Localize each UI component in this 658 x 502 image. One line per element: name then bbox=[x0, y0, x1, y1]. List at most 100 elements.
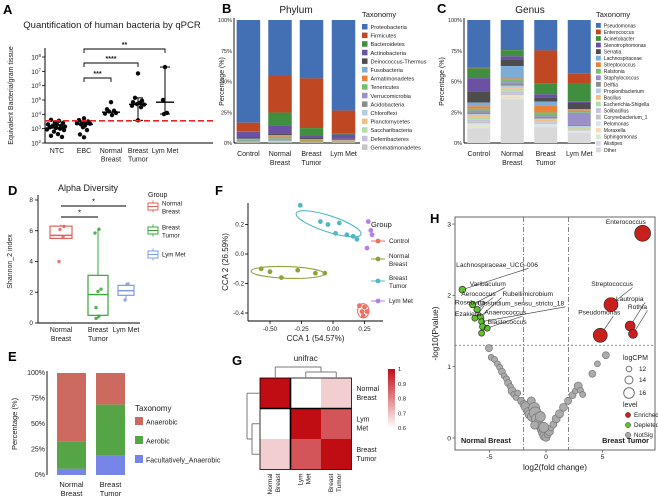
colorbar bbox=[388, 369, 395, 428]
legend-item-label: Moraxella bbox=[604, 128, 626, 134]
y-tick-label: 108 bbox=[31, 53, 41, 62]
y-tick-label: -0.4 bbox=[233, 310, 244, 317]
labeled-point bbox=[628, 329, 638, 339]
bar-segment bbox=[500, 66, 524, 79]
bar-segment bbox=[268, 135, 292, 137]
legend-title: Group bbox=[371, 220, 392, 229]
labeled-point bbox=[592, 327, 608, 343]
bar-segment bbox=[534, 125, 558, 127]
legend-swatch bbox=[596, 36, 601, 41]
data-point bbox=[336, 220, 342, 226]
bar-segment bbox=[500, 98, 524, 100]
legend-size-label: 14 bbox=[639, 377, 647, 384]
y-tick-label: 102 bbox=[31, 139, 41, 148]
bar-segment bbox=[534, 124, 558, 126]
label-leader bbox=[487, 315, 523, 329]
sig-label: * bbox=[92, 198, 95, 207]
bar-segment bbox=[534, 112, 558, 115]
y-tick-label: 25% bbox=[451, 110, 462, 116]
label-leader bbox=[472, 287, 505, 305]
colorbar-tick-label: 0.7 bbox=[398, 411, 406, 417]
x-category-label: Breast bbox=[301, 151, 321, 158]
y-tick-label: 3 bbox=[447, 221, 451, 228]
labeled-point bbox=[603, 297, 619, 312]
point-label: Aerococcus bbox=[461, 291, 496, 298]
bar-segment bbox=[299, 139, 324, 140]
data-point bbox=[51, 129, 57, 134]
bar-segment bbox=[299, 138, 324, 140]
x-category-label: Breast bbox=[61, 489, 84, 498]
data-point bbox=[81, 116, 87, 121]
bar-segment bbox=[567, 124, 591, 127]
bar-segment bbox=[268, 136, 292, 138]
y-tick-label: 103 bbox=[31, 125, 41, 134]
y-tick-label: 50% bbox=[31, 421, 45, 428]
data-point bbox=[318, 219, 323, 224]
bar-segment bbox=[57, 468, 86, 475]
bar-segment bbox=[500, 91, 524, 94]
legend-item-label: Corynebacterium_1 bbox=[604, 115, 648, 121]
legend-title: Taxonomy bbox=[362, 10, 396, 19]
data-point bbox=[57, 259, 61, 264]
bar-segment bbox=[299, 78, 324, 129]
data-point bbox=[344, 232, 350, 238]
y-tick-label: 50% bbox=[451, 80, 462, 86]
legend-swatch bbox=[362, 101, 368, 107]
panel-a-qpcr-jitter-plot: Quantification of human bacteria by qPCR… bbox=[8, 20, 213, 164]
bar-segment bbox=[500, 83, 524, 86]
y-tick-label: 0.2 bbox=[235, 222, 244, 229]
y-tick-label: 25% bbox=[221, 110, 232, 116]
x-category-label: NTC bbox=[50, 148, 64, 155]
y-tick-label: 75% bbox=[221, 49, 232, 55]
bar-segment bbox=[236, 139, 261, 141]
sig-label: **** bbox=[106, 56, 117, 63]
panel-g-title: unifrac bbox=[294, 354, 318, 363]
data-point bbox=[113, 110, 119, 116]
heatmap-cell bbox=[321, 378, 352, 409]
x-tick-label: 0.00 bbox=[327, 326, 340, 333]
bar-segment bbox=[534, 126, 558, 128]
bar-segment bbox=[567, 111, 591, 113]
legend-swatch bbox=[596, 55, 601, 61]
x-category-label: Tumor bbox=[302, 160, 323, 167]
heatmap-col-label: Met bbox=[305, 473, 312, 484]
notsig-point bbox=[555, 409, 564, 419]
data-point bbox=[160, 97, 166, 103]
data-point bbox=[97, 227, 101, 231]
legend-swatch bbox=[362, 118, 368, 125]
heatmap-col-label: Tumor bbox=[336, 473, 343, 492]
legend-item-label: Breast bbox=[389, 261, 407, 268]
x-category-label: Normal bbox=[501, 151, 524, 158]
plot-border bbox=[454, 216, 656, 451]
legend-item-label: Verrucomicrobia bbox=[371, 94, 412, 100]
panel-e-oxygen-stacked-bar: Percentage (%)100%75%50%25%0%NormalBreas… bbox=[10, 370, 221, 498]
x-category-label: Breast bbox=[51, 336, 71, 343]
heatmap-row-label: Met bbox=[357, 426, 369, 433]
heatmap-col-label: Lym bbox=[297, 474, 304, 486]
x-category-label: Normal bbox=[59, 480, 84, 489]
heatmap-cell bbox=[260, 408, 291, 439]
y-tick-label: 2 bbox=[447, 293, 451, 300]
legend-level-label: Depleted bbox=[634, 422, 658, 429]
data-point bbox=[364, 245, 370, 251]
legend-swatch bbox=[596, 121, 601, 127]
bar-segment bbox=[567, 109, 591, 111]
y-tick-label: 0.0 bbox=[235, 251, 244, 258]
legend-swatch bbox=[362, 110, 368, 116]
legend-item-label: Tumor bbox=[389, 283, 407, 290]
bar-segment bbox=[567, 101, 591, 103]
bar-segment bbox=[567, 130, 591, 132]
bar-segment bbox=[236, 139, 261, 140]
x-category-label: Tumor bbox=[88, 336, 109, 343]
y-tick-label: 2 bbox=[29, 289, 33, 296]
colorbar-tick-label: 1 bbox=[398, 367, 401, 373]
bar-segment bbox=[500, 56, 524, 60]
bar-segment bbox=[534, 97, 558, 102]
data-point bbox=[97, 314, 101, 318]
legend-swatch bbox=[362, 75, 368, 82]
y-tick-label: 0 bbox=[447, 435, 451, 442]
bar-segment bbox=[467, 108, 491, 111]
heatmap-row-label: Tumor bbox=[357, 456, 378, 463]
notsig-point bbox=[579, 391, 587, 398]
bar-segment bbox=[500, 78, 524, 80]
